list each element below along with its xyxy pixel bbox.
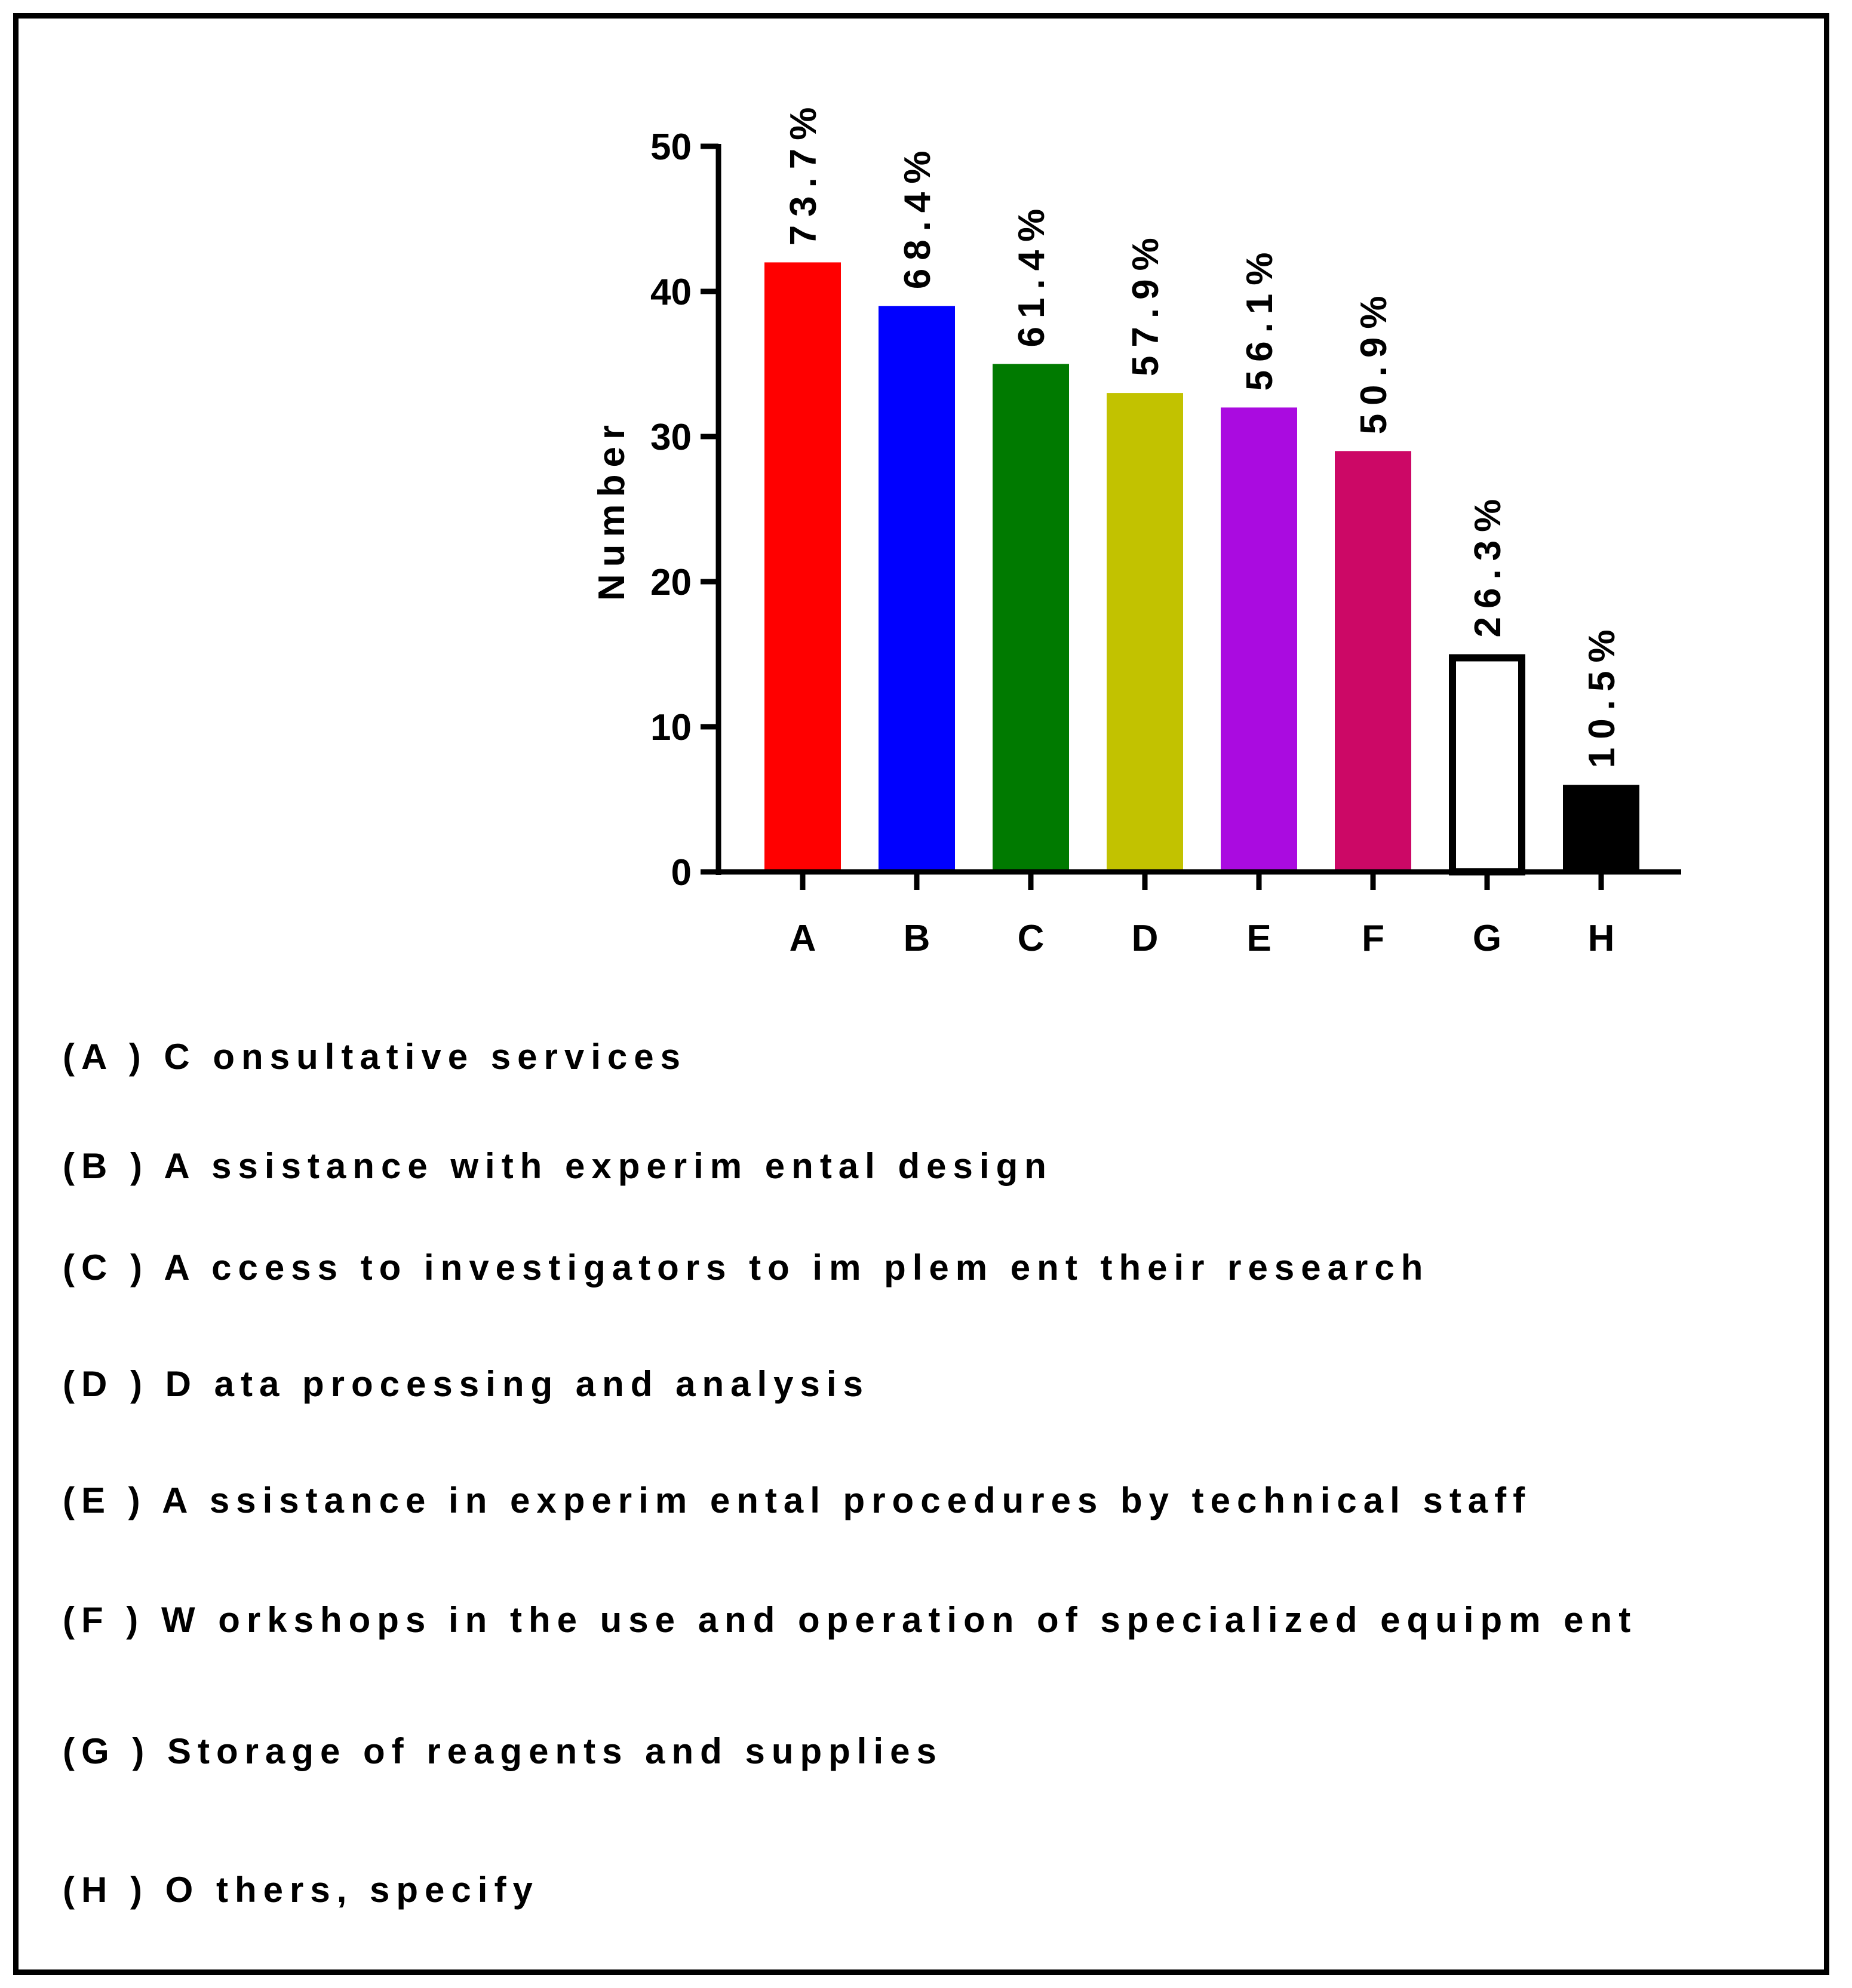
x-tick-label-F: F bbox=[1362, 918, 1384, 959]
x-tick-label-C: C bbox=[1018, 918, 1045, 959]
x-tick-label-G: G bbox=[1473, 918, 1501, 959]
bar-F bbox=[1335, 451, 1411, 872]
data-label-H: 10.5% bbox=[1581, 621, 1623, 768]
data-label-G: 26.3% bbox=[1467, 491, 1509, 638]
bar-chart: 0 10 20 30 40 50 A B C D E F G H 73.7% 68.4% 61.4% 57.9% 5… bbox=[591, 99, 1681, 959]
y-tick-label: 30 bbox=[650, 417, 692, 458]
y-tick-label: 20 bbox=[650, 562, 692, 603]
y-tick-label: 10 bbox=[650, 707, 692, 748]
y-tick-label: 0 bbox=[671, 852, 692, 893]
legend-item-e: (E ) A ssistance in experim ental proced… bbox=[63, 1480, 1532, 1520]
bar-A bbox=[764, 262, 841, 872]
legend-item-a: (A ) C onsultative services bbox=[63, 1037, 687, 1077]
legend-item-h: (H ) O thers, specify bbox=[63, 1870, 539, 1910]
x-tick-label-H: H bbox=[1588, 918, 1615, 959]
bar-E bbox=[1221, 407, 1297, 872]
data-label-D: 57.9% bbox=[1125, 229, 1166, 376]
data-label-F: 50.9% bbox=[1353, 287, 1395, 434]
legend-item-f: (F ) W orkshops in the use and operation… bbox=[63, 1600, 1638, 1640]
data-label-C: 61.4% bbox=[1011, 201, 1052, 348]
x-tick-label-A: A bbox=[790, 918, 816, 959]
bar-C bbox=[993, 364, 1069, 872]
bar-G bbox=[1449, 654, 1525, 875]
y-tick-label: 40 bbox=[650, 272, 692, 313]
data-label-B: 68.4% bbox=[897, 142, 938, 289]
legend-item-d: (D ) D ata processing and analysis bbox=[63, 1364, 870, 1404]
x-tick-label-D: D bbox=[1132, 918, 1159, 959]
x-tick-label-E: E bbox=[1246, 918, 1271, 959]
bar-H bbox=[1563, 785, 1639, 872]
y-tick-label: 50 bbox=[650, 127, 692, 168]
bar-D bbox=[1107, 393, 1183, 872]
legend-item-g: (G ) Storage of reagents and supplies bbox=[63, 1731, 943, 1771]
data-label-E: 56.1% bbox=[1239, 244, 1280, 391]
legend-item-c: (C ) A ccess to investigators to im plem… bbox=[63, 1248, 1430, 1288]
x-tick-label-B: B bbox=[904, 918, 930, 959]
y-axis-label: Number bbox=[591, 418, 632, 601]
bar-B bbox=[879, 306, 955, 872]
data-label-A: 73.7% bbox=[783, 99, 824, 246]
legend-item-b: (B ) A ssistance with experim ental desi… bbox=[63, 1146, 1053, 1186]
